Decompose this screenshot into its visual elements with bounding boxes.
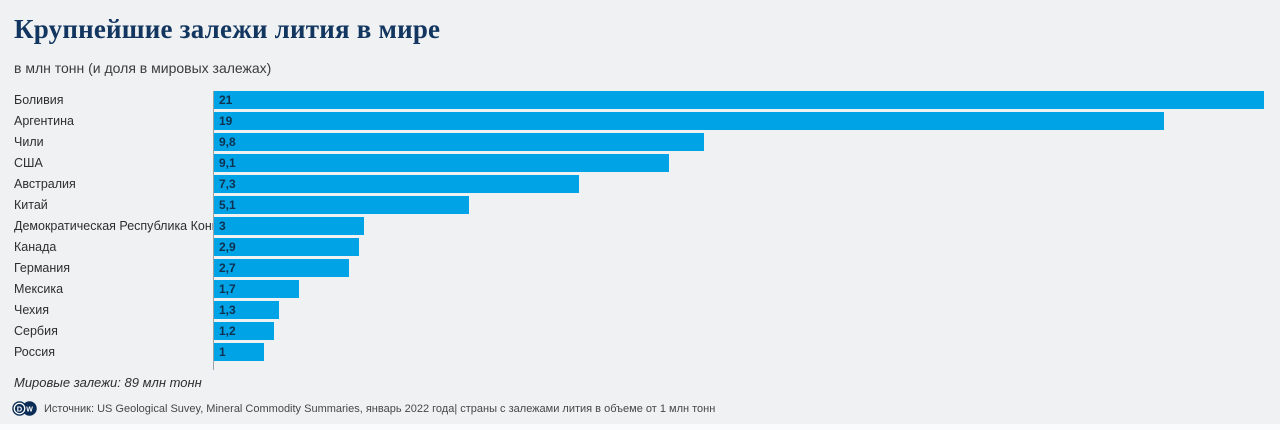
bar-value-label: 1 [219,345,226,359]
y-axis-line [213,91,214,370]
bar[interactable]: 19 [214,112,1164,130]
source-text: Источник: US Geological Suvey, Mineral C… [44,402,716,415]
bar-value-label: 2,9 [219,240,236,254]
country-label: США [14,156,43,170]
bar-value-label: 9,1 [219,156,236,170]
country-label: Китай [14,198,48,212]
bar-track: 1,3 [214,301,1266,319]
country-label: Чехия [14,303,50,317]
bar[interactable]: 21 [214,91,1264,109]
bar-row: Чили 9,8 [14,133,1266,154]
country-label: Германия [14,261,71,275]
country-label: Демократическая Республика Конго [14,219,213,233]
bar[interactable]: 9,8 [214,133,704,151]
chart-subtitle: в млн тонн (и доля в мировых залежах) [14,60,272,76]
bar-row: Демократическая Республика Конго 3 [14,217,1266,238]
bar-track: 21 [214,91,1266,109]
bar[interactable]: 9,1 [214,154,669,172]
bar[interactable]: 1,2 [214,322,274,340]
bar-value-label: 1,2 [219,324,236,338]
bar-rows-container: Боливия 21 Аргентина 19 Чили 9,8 США 9,1 [14,91,1266,364]
bar-track: 1 [214,343,1266,361]
bar-row: Китай 5,1 [14,196,1266,217]
bar-value-label: 21 [219,93,233,107]
bar-value-label: 3 [219,219,226,233]
country-label: Канада [14,240,57,254]
bar-value-label: 1,3 [219,303,236,317]
bar-value-label: 1,7 [219,282,236,296]
country-label: Россия [14,345,55,359]
bar-track: 19 [214,112,1266,130]
bar-row: Аргентина 19 [14,112,1266,133]
bar-track: 1,7 [214,280,1266,298]
bar-row: Россия 1 [14,343,1266,364]
bar-row: Германия 2,7 [14,259,1266,280]
bar-value-label: 5,1 [219,198,236,212]
dw-logo-icon: D W [12,401,37,416]
bar-row: Канада 2,9 [14,238,1266,259]
bar-track: 9,8 [214,133,1266,151]
bar[interactable]: 1 [214,343,264,361]
bar-row: Мексика 1,7 [14,280,1266,301]
bar-row: Боливия 21 [14,91,1266,112]
country-label: Австралия [14,177,76,191]
bar-row: Австралия 7,3 [14,175,1266,196]
page-title: Крупнейшие залежи лития в мире [14,14,441,44]
bar[interactable]: 7,3 [214,175,579,193]
bar-track: 9,1 [214,154,1266,172]
bar-track: 5,1 [214,196,1266,214]
bar-track: 2,7 [214,259,1266,277]
bar[interactable]: 5,1 [214,196,469,214]
bar-value-label: 7,3 [219,177,236,191]
bar-row: Чехия 1,3 [14,301,1266,322]
country-label: Боливия [14,93,64,107]
svg-text:D: D [17,404,23,413]
bar[interactable]: 2,9 [214,238,359,256]
bar-row: Сербия 1,2 [14,322,1266,343]
bar[interactable]: 3 [214,217,364,235]
world-total-note: Мировые залежи: 89 млн тонн [14,375,202,390]
bar[interactable]: 1,3 [214,301,279,319]
bar-value-label: 2,7 [219,261,236,275]
bar-track: 1,2 [214,322,1266,340]
country-label: Аргентина [14,114,74,128]
bar[interactable]: 2,7 [214,259,349,277]
bar-row: США 9,1 [14,154,1266,175]
source-row: D W Источник: US Geological Suvey, Miner… [12,401,715,416]
bar-track: 3 [214,217,1266,235]
bar-value-label: 19 [219,114,233,128]
svg-text:W: W [26,406,33,413]
country-label: Чили [14,135,44,149]
country-label: Мексика [14,282,64,296]
bottom-strip [0,424,1280,430]
bar-track: 7,3 [214,175,1266,193]
bar-chart: Боливия 21 Аргентина 19 Чили 9,8 США 9,1 [14,91,1266,370]
bar[interactable]: 1,7 [214,280,299,298]
bar-track: 2,9 [214,238,1266,256]
bar-value-label: 9,8 [219,135,236,149]
country-label: Сербия [14,324,58,338]
